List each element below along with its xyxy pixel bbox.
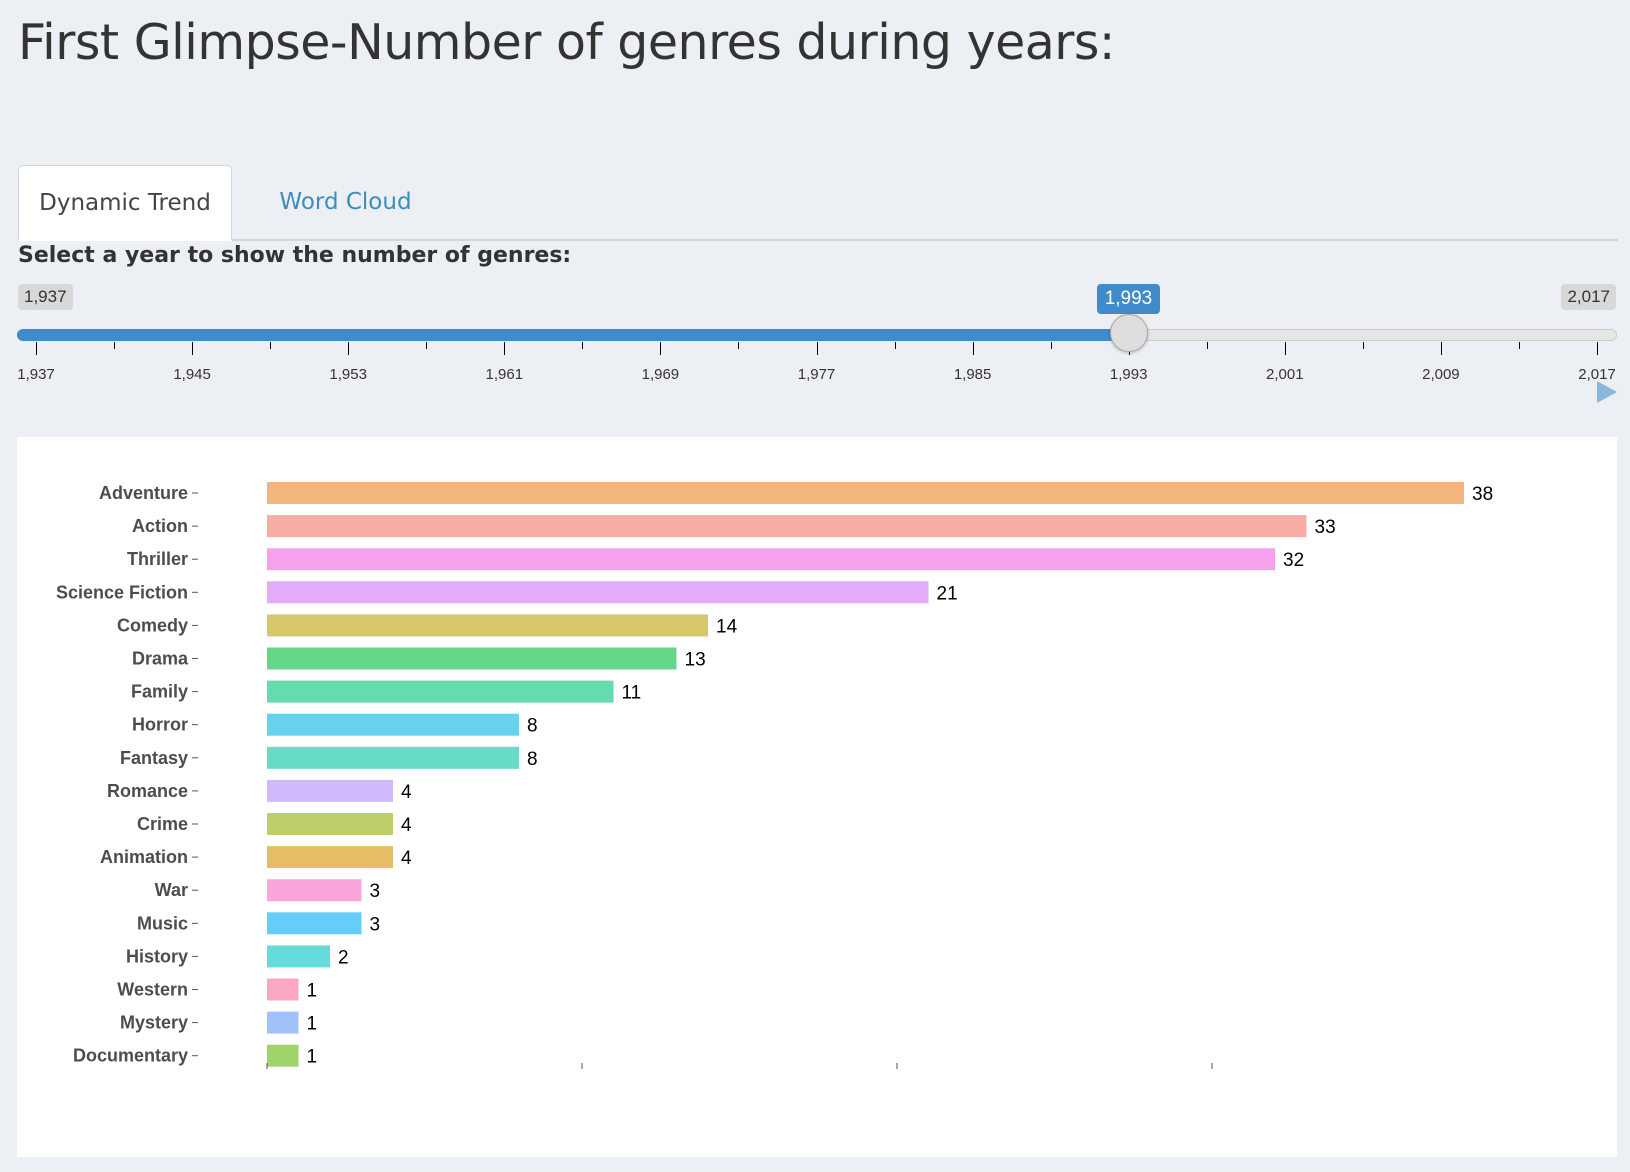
bar bbox=[267, 1011, 299, 1034]
slider-minor-tick bbox=[582, 342, 584, 349]
data-label: 1 bbox=[307, 1014, 318, 1035]
slider-minor-tick bbox=[1518, 342, 1520, 349]
bar bbox=[267, 746, 519, 769]
slider-major-tick bbox=[1440, 342, 1442, 355]
bar bbox=[267, 614, 708, 637]
data-label: 14 bbox=[716, 616, 738, 637]
data-label: 3 bbox=[370, 881, 381, 902]
tab-word-cloud[interactable]: Word Cloud bbox=[279, 189, 412, 215]
slider-major-tick bbox=[1284, 342, 1286, 355]
bar bbox=[267, 879, 362, 902]
data-label: 1 bbox=[307, 981, 318, 1002]
slider-tick-label: 1,977 bbox=[797, 366, 836, 383]
y-tick-label: Action bbox=[132, 516, 188, 536]
slider-min-label: 1,937 bbox=[18, 284, 73, 310]
y-tick-label: Crime bbox=[137, 814, 188, 834]
slider-major-tick bbox=[660, 342, 662, 355]
data-label: 1 bbox=[307, 1047, 318, 1068]
slider-major-tick bbox=[504, 342, 506, 355]
slider-tick-label: 1,961 bbox=[485, 366, 524, 383]
bar bbox=[267, 680, 614, 703]
data-label: 21 bbox=[937, 583, 958, 604]
slider-tick-label: 1,969 bbox=[641, 366, 680, 383]
y-tick-label: Adventure bbox=[99, 483, 188, 503]
bar bbox=[267, 713, 519, 736]
slider-minor-tick bbox=[738, 342, 740, 349]
data-label: 3 bbox=[370, 914, 381, 935]
bar bbox=[267, 647, 677, 670]
data-label: 13 bbox=[685, 650, 706, 671]
slider-minor-tick bbox=[894, 342, 896, 349]
bar bbox=[267, 1044, 299, 1067]
slider-major-tick bbox=[192, 342, 194, 355]
data-label: 38 bbox=[1472, 484, 1493, 505]
y-tick-label: History bbox=[126, 946, 188, 966]
slider-minor-tick bbox=[426, 342, 428, 349]
slider-tick-label: 1,953 bbox=[329, 366, 367, 383]
slider-tick-label: 1,945 bbox=[173, 366, 211, 383]
data-label: 8 bbox=[527, 716, 538, 737]
y-tick-label: Fantasy bbox=[120, 748, 188, 768]
y-tick-label: Drama bbox=[132, 649, 189, 669]
slider-major-tick bbox=[348, 342, 350, 355]
bar bbox=[267, 482, 1464, 504]
y-tick-label: Documentary bbox=[73, 1046, 188, 1066]
bar bbox=[267, 548, 1275, 571]
y-tick-label: Animation bbox=[100, 847, 188, 867]
data-label: 2 bbox=[338, 947, 349, 968]
data-label: 8 bbox=[527, 749, 538, 770]
chart-panel: Adventure 38 Action 33 Thriller 32 Science Fic… bbox=[17, 437, 1617, 1157]
slider-major-tick bbox=[972, 342, 974, 355]
slider-tick-label: 1,937 bbox=[17, 366, 55, 383]
slider-tick-label: 1,993 bbox=[1109, 366, 1148, 383]
slider-minor-tick bbox=[114, 342, 116, 349]
y-tick-label: Romance bbox=[107, 781, 188, 801]
bar bbox=[267, 779, 393, 802]
y-tick-label: Music bbox=[137, 913, 188, 933]
y-tick-label: War bbox=[155, 880, 188, 900]
slider-handle[interactable] bbox=[1109, 314, 1148, 352]
data-label: 32 bbox=[1283, 550, 1304, 571]
y-tick-label: Family bbox=[131, 682, 188, 702]
tab-dynamic-trend[interactable]: Dynamic Trend bbox=[18, 165, 232, 241]
slider-tick-label: 2,009 bbox=[1422, 366, 1460, 383]
y-tick-label: Science Fiction bbox=[56, 582, 188, 602]
y-tick-label: Mystery bbox=[120, 1013, 188, 1033]
slider-tick-label: 2,001 bbox=[1266, 366, 1304, 383]
slider-minor-tick bbox=[270, 342, 272, 349]
data-label: 4 bbox=[401, 782, 412, 803]
data-label: 11 bbox=[622, 683, 642, 704]
data-label: 33 bbox=[1315, 517, 1336, 538]
page-title: First Glimpse-Number of genres during ye… bbox=[18, 14, 1115, 71]
slider-major-tick bbox=[1597, 342, 1598, 355]
bar bbox=[267, 581, 929, 604]
slider-max-label: 2,017 bbox=[1561, 284, 1616, 310]
bar bbox=[267, 912, 362, 935]
play-icon[interactable] bbox=[1597, 381, 1617, 403]
slider-minor-tick bbox=[1050, 342, 1052, 349]
data-label: 4 bbox=[401, 815, 412, 836]
data-label: 4 bbox=[401, 848, 412, 869]
bar bbox=[267, 978, 299, 1001]
slider-minor-tick bbox=[1206, 342, 1208, 349]
y-tick-label: Horror bbox=[132, 715, 188, 735]
y-tick-label: Thriller bbox=[127, 549, 188, 569]
bar bbox=[267, 813, 393, 835]
tab-bar: Dynamic Trend Word Cloud bbox=[18, 165, 1618, 241]
bar bbox=[267, 945, 330, 968]
y-tick-label: Western bbox=[117, 980, 188, 1000]
slider-fill bbox=[17, 329, 1129, 341]
slider-tick-label: 1,985 bbox=[953, 366, 992, 383]
slider-major-tick bbox=[36, 342, 37, 355]
bar bbox=[267, 515, 1307, 538]
slider-minor-tick bbox=[1362, 342, 1364, 349]
slider-tick-label: 2,017 bbox=[1578, 366, 1616, 383]
slider-label: Select a year to show the number of genr… bbox=[18, 243, 572, 268]
slider-major-tick bbox=[816, 342, 818, 355]
bar bbox=[267, 846, 393, 869]
y-tick-label: Comedy bbox=[117, 615, 188, 635]
slider-value-label: 1,993 bbox=[1096, 284, 1161, 314]
